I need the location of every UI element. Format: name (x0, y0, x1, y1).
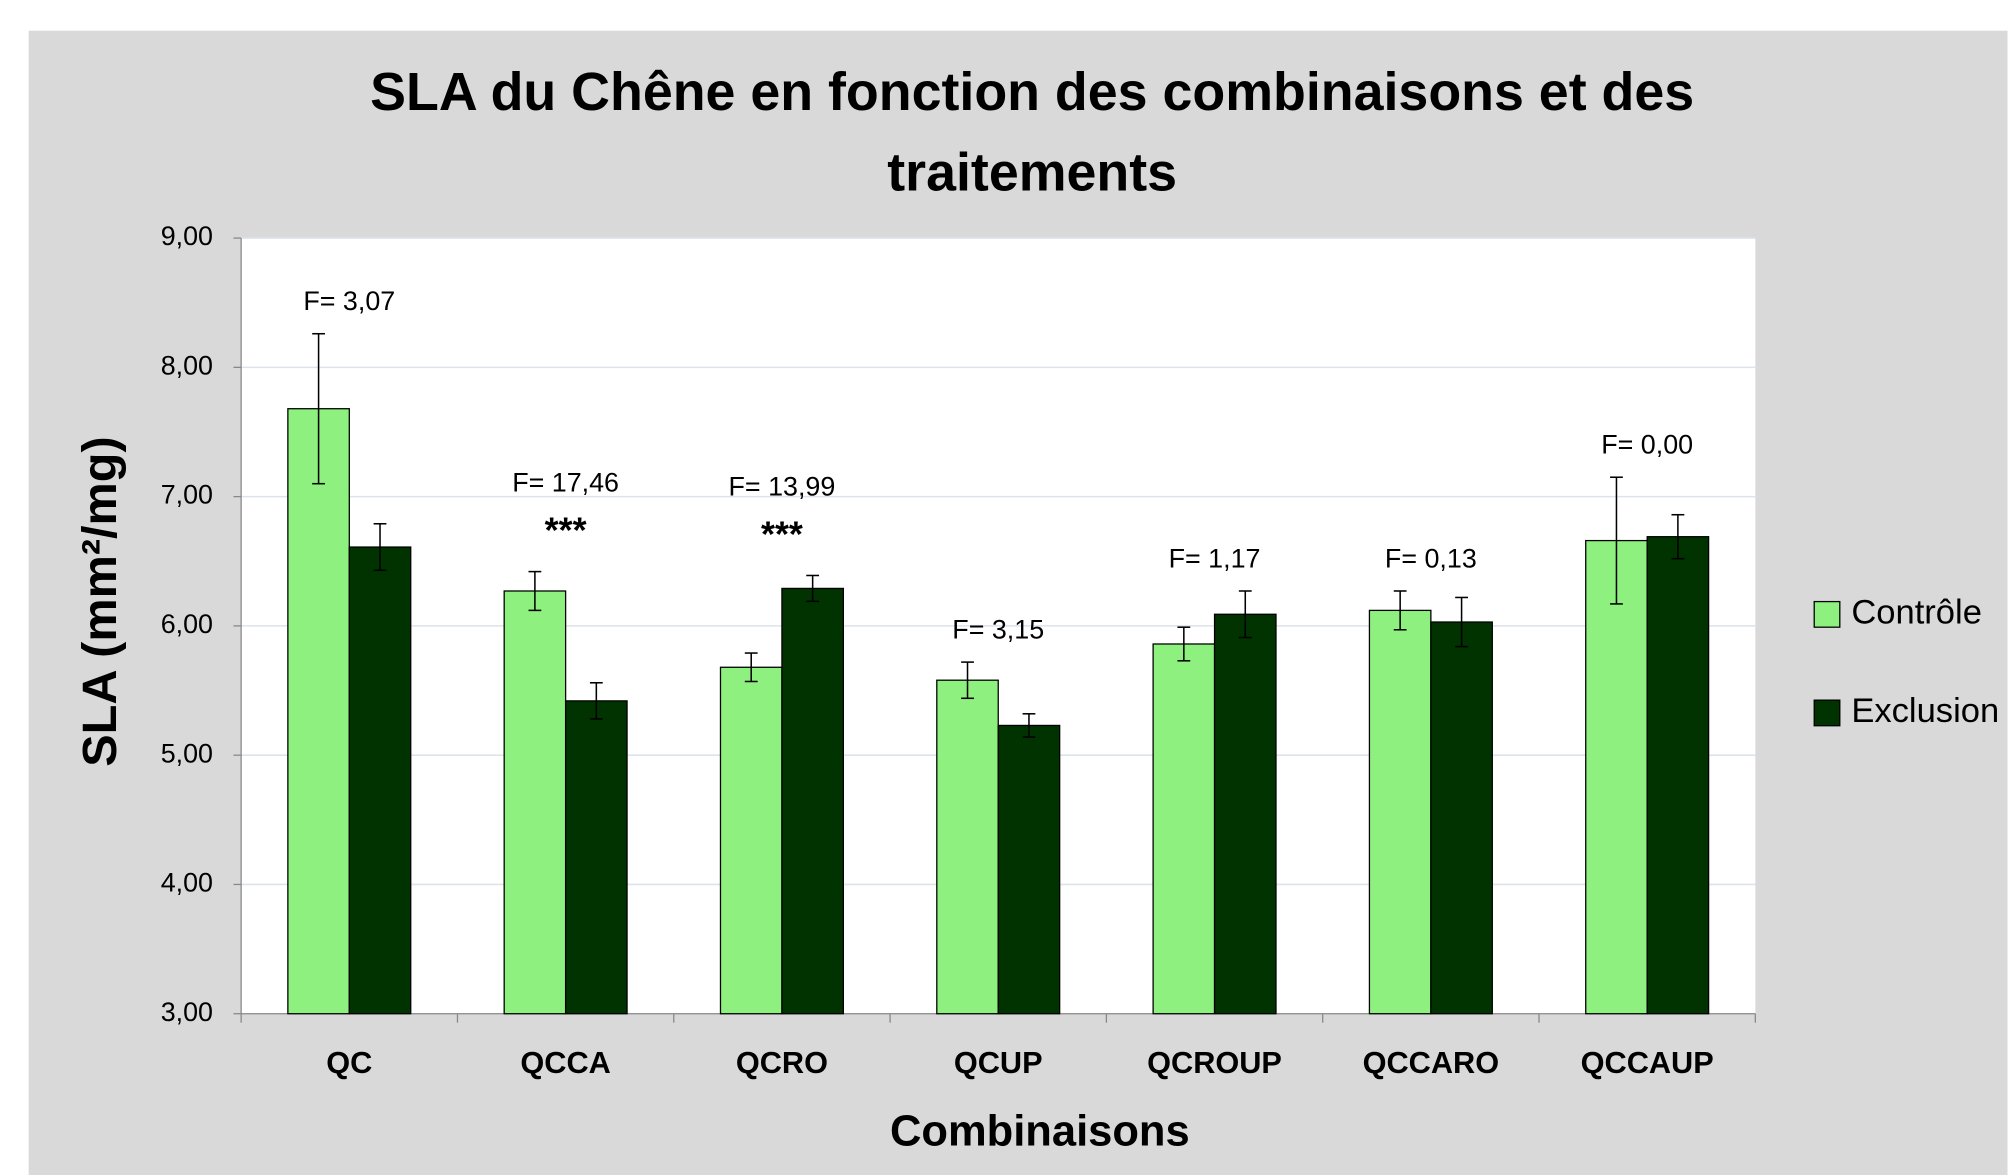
bar (1368, 609, 1432, 1015)
y-axis-label: SLA (mm²/mg) (73, 436, 127, 766)
bar (936, 679, 999, 1015)
chart-title: SLA du Chêne en fonction des combinaison… (370, 62, 1694, 203)
y-tick-label: 9,00 (161, 221, 213, 251)
bar (287, 408, 350, 1015)
f-label: F= 3,07 (303, 286, 395, 316)
bar (1430, 621, 1493, 1015)
y-tick-label: 8,00 (161, 350, 213, 380)
bar (1585, 539, 1648, 1015)
bar (564, 700, 628, 1015)
f-label: F= 1,17 (1169, 543, 1261, 573)
y-tick-label: 7,00 (161, 480, 213, 510)
legend-label: Contrôle (1851, 594, 1982, 632)
y-tick-label: 3,00 (161, 997, 213, 1027)
bar (1213, 613, 1277, 1015)
bar (997, 724, 1061, 1015)
bar (1646, 536, 1710, 1015)
x-tick-label: QCCARO (1363, 1045, 1499, 1080)
x-axis-label: Combinaisons (890, 1108, 1190, 1156)
bar (1152, 643, 1216, 1015)
x-tick-label: QCCA (520, 1045, 610, 1080)
f-label: F= 13,99 (729, 472, 836, 502)
x-tick-label: QCUP (954, 1045, 1043, 1080)
f-label: F= 17,46 (512, 468, 619, 498)
legend-label: Exclusion (1851, 692, 1999, 730)
f-label: F= 0,13 (1385, 543, 1477, 573)
f-label: F= 3,15 (952, 614, 1044, 644)
bar (348, 546, 412, 1015)
legend-swatch (1813, 699, 1841, 727)
x-tick-label: QC (326, 1045, 372, 1080)
bar (719, 666, 783, 1015)
y-tick-label: 4,00 (161, 868, 213, 898)
y-tick-label: 5,00 (161, 738, 213, 768)
y-tick-label: 6,00 (161, 609, 213, 639)
x-tick-label: QCROUP (1147, 1045, 1282, 1080)
x-tick-label: QCCAUP (1581, 1045, 1714, 1080)
legend-swatch (1813, 600, 1841, 628)
x-tick-label: QCRO (736, 1045, 828, 1080)
bar (503, 590, 567, 1015)
significance-label: *** (761, 515, 803, 555)
f-label: F= 0,00 (1601, 430, 1693, 460)
bar (781, 587, 845, 1015)
significance-label: *** (545, 511, 587, 551)
